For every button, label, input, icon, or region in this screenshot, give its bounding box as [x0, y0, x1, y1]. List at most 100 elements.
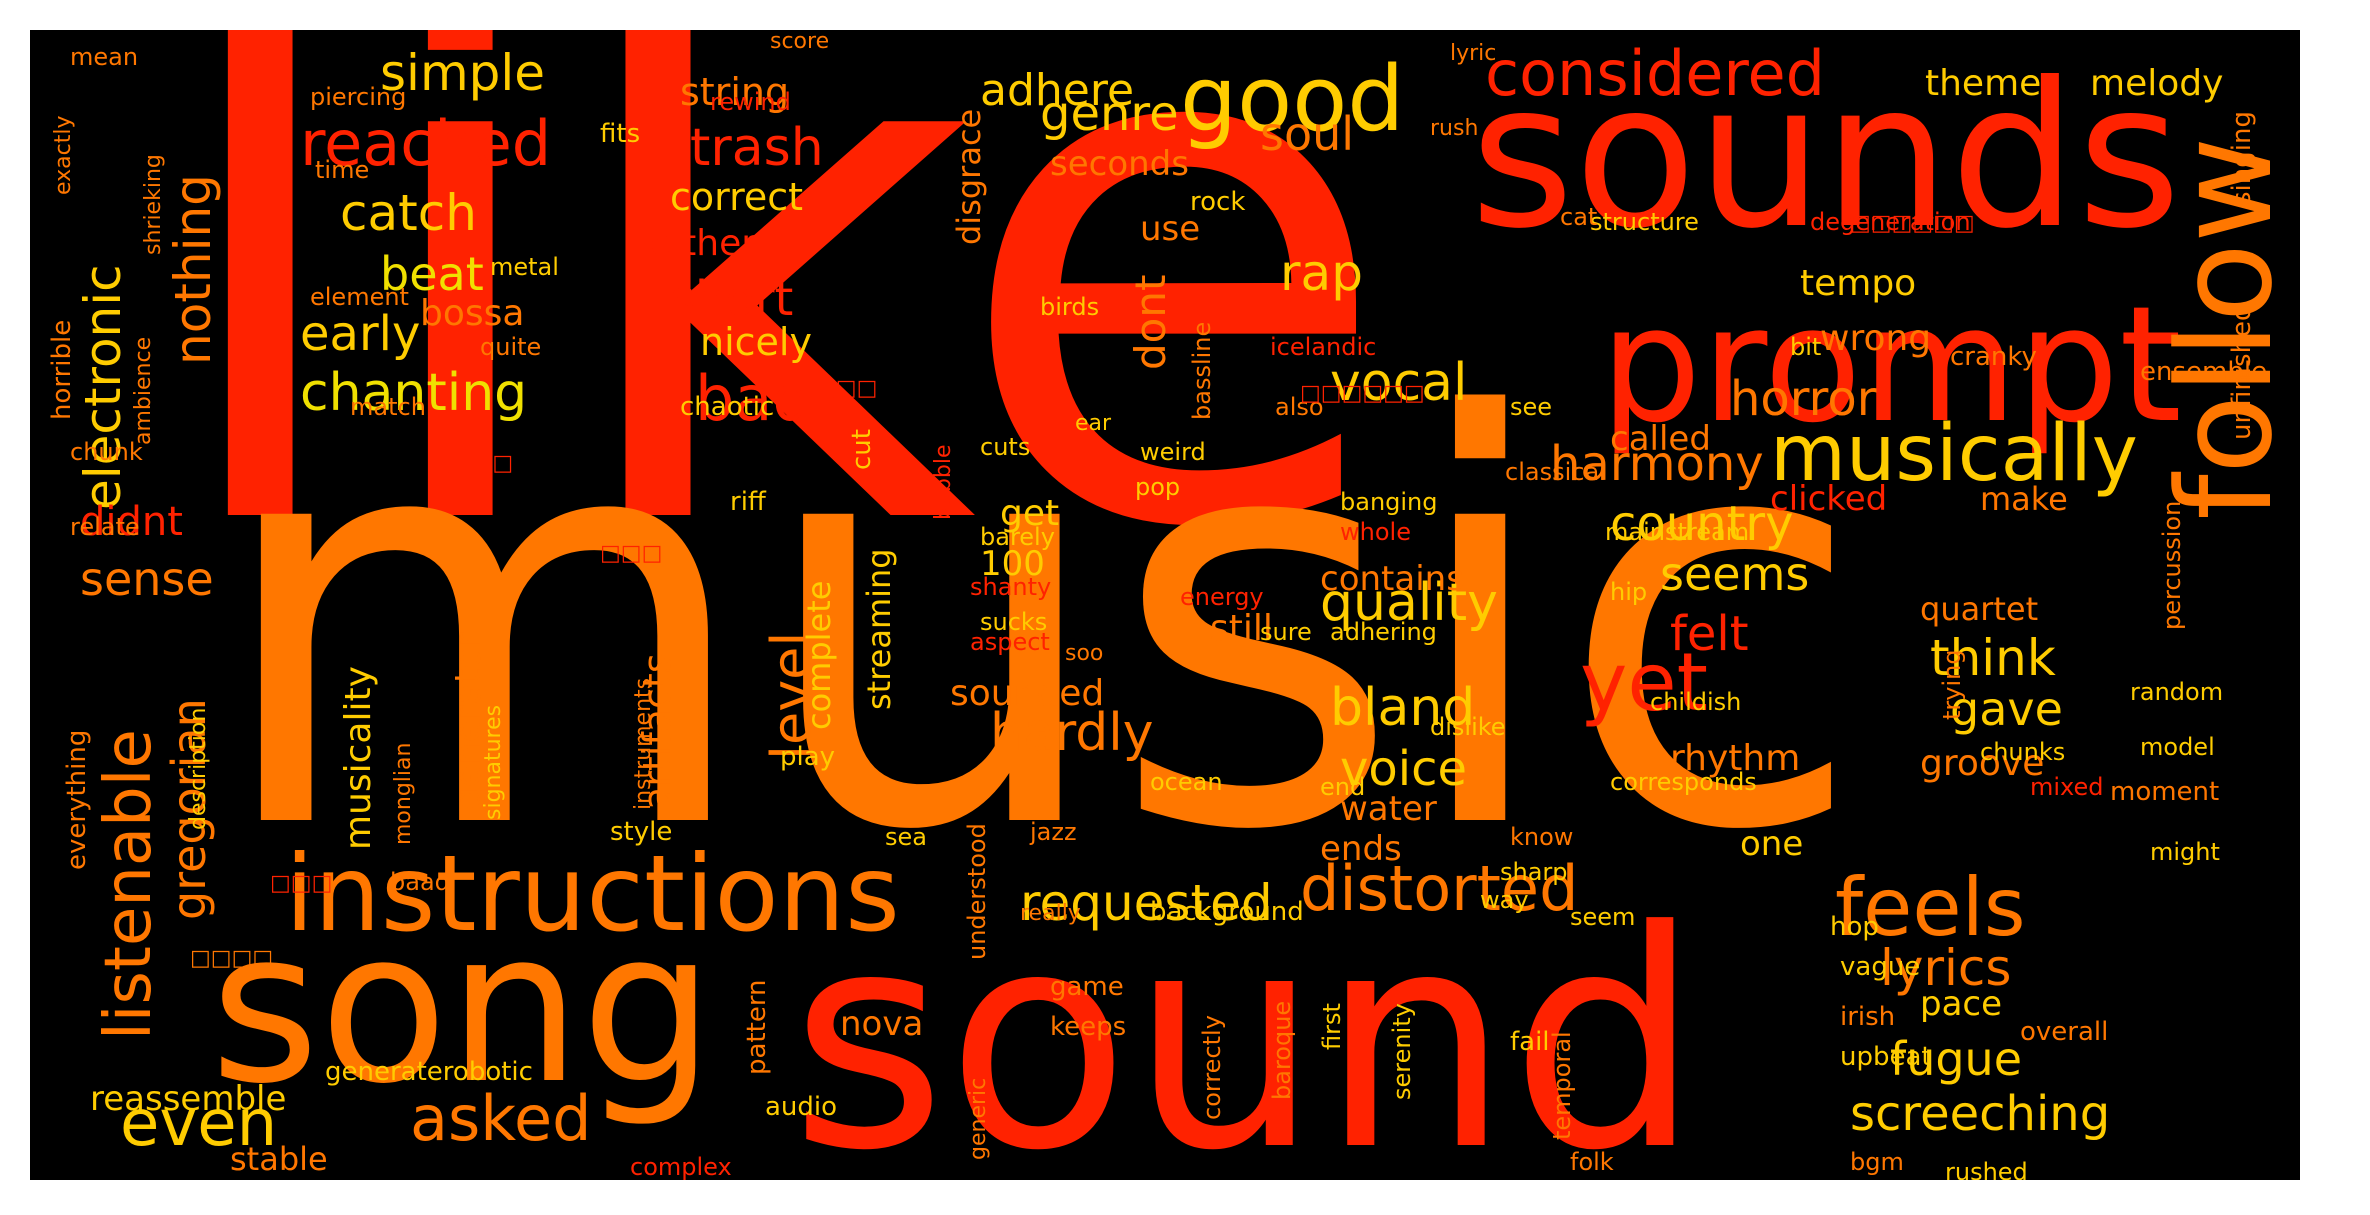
word-56: nicely	[700, 320, 812, 364]
word-98: element	[310, 283, 409, 311]
word-38: soul	[1260, 107, 1354, 161]
word-75: artifacts	[635, 653, 679, 810]
word-90: rewind	[710, 88, 791, 116]
word-133: childish	[1650, 688, 1741, 716]
word-103: bit	[1790, 333, 1821, 361]
word-190: signatures	[481, 705, 506, 820]
word-51: didnt	[80, 499, 183, 545]
word-54: correct	[670, 175, 803, 219]
word-10: musically	[1770, 409, 2138, 499]
word-74: streaming	[860, 548, 898, 710]
word-186: shrieking	[141, 154, 166, 255]
word-45: think	[1930, 629, 2056, 687]
word-14: yet	[1580, 636, 1708, 729]
word-26: hardly	[990, 703, 1154, 763]
word-172: temporal	[1548, 1031, 1576, 1140]
word-120: whole	[1340, 518, 1411, 546]
word-49: gregorian	[162, 698, 216, 920]
word-144: play	[780, 742, 835, 772]
word-136: sure	[1260, 618, 1312, 646]
word-107: unfinished	[2227, 304, 2257, 440]
word-180: match	[350, 393, 426, 421]
word-9: considered	[1485, 37, 1825, 110]
word-105: ensemble	[2140, 357, 2267, 387]
word-50: sense	[80, 552, 214, 606]
word-8: good	[1180, 47, 1404, 152]
word-126: random	[2130, 678, 2223, 706]
word-2: sound	[790, 867, 1701, 1180]
word-1: music	[210, 301, 1866, 953]
word-145: jazz	[1029, 818, 1077, 846]
word-146: sea	[885, 823, 927, 851]
word-100: birds	[1040, 293, 1099, 321]
word-192: □□□□□□	[1850, 211, 1975, 236]
word-67: clicked	[1770, 479, 1887, 519]
word-127: model	[2140, 733, 2215, 761]
word-39: short	[670, 271, 793, 327]
word-13: distorted	[1300, 852, 1578, 925]
word-164: game	[1050, 972, 1124, 1002]
word-82: sounded	[950, 673, 1104, 714]
word-194: □□□	[815, 376, 877, 401]
word-149: know	[1510, 823, 1573, 851]
word-122: mainstream	[1605, 518, 1749, 546]
word-141: soo	[1065, 641, 1103, 666]
word-151: way	[1480, 886, 1529, 914]
word-140: sucks	[980, 608, 1047, 636]
word-137: energy	[1180, 583, 1264, 611]
word-101: bassline	[1188, 322, 1216, 420]
word-197: □□□	[270, 871, 332, 896]
word-154: really	[1020, 901, 1081, 926]
word-158: upbeat	[1840, 1042, 1932, 1072]
word-104: cranky	[1950, 342, 2037, 372]
word-28: lyrics	[1880, 939, 2011, 997]
word-135: adhering	[1330, 618, 1437, 646]
word-73: complete	[800, 581, 838, 730]
word-168: complex	[630, 1153, 732, 1180]
word-23: level	[760, 632, 823, 760]
word-84: one	[1740, 824, 1803, 864]
word-35: early	[300, 306, 420, 362]
word-63: use	[1140, 209, 1200, 249]
word-143: end	[1320, 773, 1365, 801]
word-130: chunks	[1980, 738, 2065, 766]
word-53: string	[680, 70, 789, 114]
word-193: □□□□□□	[1300, 381, 1425, 406]
word-155: hop	[1830, 912, 1879, 942]
word-85: pace	[1920, 984, 2002, 1024]
word-113: ear	[1075, 411, 1112, 436]
word-134: dislike	[1430, 713, 1506, 741]
word-16: asked	[410, 1082, 592, 1155]
word-111: also	[1275, 393, 1324, 421]
word-29: nothing	[164, 174, 222, 365]
word-109: degeneration	[1810, 208, 1971, 236]
word-189: monglian	[391, 743, 416, 845]
word-132: corresponds	[1610, 768, 1757, 796]
word-183: horrible	[47, 320, 77, 420]
word-147: style	[610, 817, 672, 847]
cloud-background	[30, 30, 2300, 1180]
word-77: musicality	[338, 666, 379, 850]
word-129: might	[2150, 838, 2220, 866]
word-94: score	[770, 30, 829, 54]
word-125: trying	[1938, 649, 1966, 720]
word-89: piercing	[310, 83, 406, 111]
word-3: sounds	[1470, 40, 2181, 273]
word-185: exactly	[51, 115, 76, 195]
word-44: felt	[1670, 606, 1749, 662]
word-138: shanty	[970, 573, 1051, 601]
word-174: baroque	[1268, 1001, 1296, 1100]
word-79: groove	[1920, 743, 2044, 784]
word-163: fail	[1510, 1027, 1550, 1057]
word-66: called	[1610, 419, 1711, 459]
word-177: cut	[847, 429, 877, 470]
word-40: rap	[1280, 244, 1363, 302]
word-175: first	[1318, 1003, 1346, 1050]
word-76: generator	[448, 632, 489, 810]
word-159: overall	[2020, 1017, 2108, 1047]
word-11: feels	[1835, 861, 2026, 954]
word-59: melody	[2090, 63, 2223, 104]
word-97: metal	[490, 253, 559, 281]
